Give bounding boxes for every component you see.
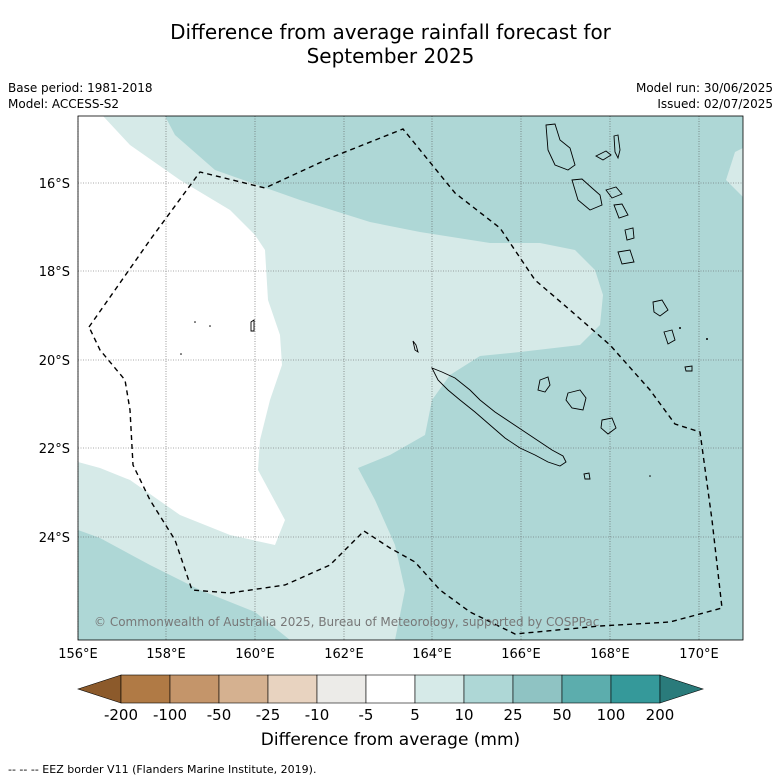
colorbar-label: 25	[503, 706, 522, 724]
map-frame	[77, 115, 744, 641]
colorbar-swatch	[610, 674, 661, 704]
colorbar-swatch	[365, 674, 416, 704]
lon-tick: 156°E	[58, 647, 98, 662]
colorbar-label: -50	[207, 706, 232, 724]
lon-tick: 164°E	[412, 647, 452, 662]
graticule	[77, 116, 743, 640]
colorbar-swatch	[218, 674, 269, 704]
island-epi	[613, 203, 629, 219]
copyright-text: © Commonwealth of Australia 2025, Bureau…	[94, 615, 599, 629]
islet-6	[649, 475, 651, 477]
islet-4	[679, 327, 681, 329]
island-erromango	[617, 249, 635, 265]
island-malekula	[571, 178, 603, 211]
colorbar-label: 10	[454, 706, 473, 724]
island-lifou	[565, 389, 587, 411]
lon-tick: 158°E	[146, 647, 186, 662]
title-line-1: Difference from average rainfall forecas…	[170, 20, 611, 44]
lon-tick: 160°E	[235, 647, 275, 662]
islet-1	[194, 321, 196, 323]
colorbar-title: Difference from average (mm)	[260, 730, 521, 750]
lon-tick: 162°E	[324, 647, 364, 662]
island-belep	[412, 340, 419, 354]
lat-tick: 24°S	[39, 531, 70, 546]
map-panel: © Commonwealth of Australia 2025, Bureau…	[77, 115, 744, 641]
colorbar-swatch	[512, 674, 563, 704]
colorbar-extension-low	[77, 674, 122, 704]
island-tanna	[652, 299, 669, 317]
island-espiritu-santo	[545, 123, 576, 171]
rainfall-zone-neutral	[78, 116, 285, 545]
eez-footnote: -- -- -- EEZ border V11 (Flanders Marine…	[8, 763, 317, 776]
colorbar-label: 5	[410, 706, 420, 724]
island-maewo	[613, 134, 621, 160]
colorbar-label: -25	[256, 706, 281, 724]
colorbar: -200 -100 -50 -25 -10 -5 5 10 25 50 100 200	[77, 674, 704, 724]
lat-tick: 18°S	[39, 265, 70, 280]
rainfall-zone-mid-sw	[78, 530, 290, 640]
colorbar-label: -10	[305, 706, 330, 724]
island-grande-terre	[431, 367, 567, 467]
lon-tick: 170°E	[679, 647, 719, 662]
colorbar-label: -200	[104, 706, 138, 724]
colorbar-swatch	[169, 674, 220, 704]
lon-tick: 166°E	[501, 647, 541, 662]
model-name: Model: ACCESS-S2	[8, 97, 120, 111]
colorbar-swatch	[561, 674, 612, 704]
island-isle-of-pines	[583, 472, 591, 480]
lat-tick: 22°S	[39, 442, 70, 457]
meta-left: Base period: 1981-2018 Model: ACCESS-S2	[8, 80, 153, 112]
lon-ticks: 156°E 158°E 160°E 162°E 164°E 166°E 168°…	[58, 647, 719, 662]
colorbar-label: -5	[359, 706, 374, 724]
colorbar-label: -100	[153, 706, 187, 724]
colorbar-swatch	[414, 674, 465, 704]
colorbar-label: 200	[646, 706, 675, 724]
title-line-2: September 2025	[306, 44, 475, 68]
islet-2	[209, 325, 211, 327]
island-aneityum	[663, 329, 676, 345]
island-ambrym	[605, 186, 623, 199]
colorbar-swatch	[120, 674, 171, 704]
colorbar-swatch	[463, 674, 514, 704]
island-efate	[624, 227, 635, 241]
model-run: Model run: 30/06/2025	[635, 81, 773, 95]
island-ouvea	[537, 376, 551, 393]
base-period: Base period: 1981-2018	[8, 81, 153, 95]
lon-tick: 168°E	[590, 647, 630, 662]
island-chesterfield	[250, 319, 255, 332]
lat-tick: 20°S	[39, 354, 70, 369]
islet-5	[706, 338, 708, 340]
island-futuna	[684, 365, 693, 372]
colorbar-label: 100	[597, 706, 626, 724]
issued-date: Issued: 02/07/2025	[657, 97, 773, 111]
islet-3	[180, 353, 182, 355]
island-mare	[600, 417, 617, 435]
rainfall-zone-light-east	[726, 148, 743, 197]
colorbar-swatch	[316, 674, 367, 704]
colorbar-swatch	[267, 674, 318, 704]
eez-border	[88, 128, 723, 635]
lat-ticks: 16°S 18°S 20°S 22°S 24°S	[39, 177, 70, 546]
lat-tick: 16°S	[39, 177, 70, 192]
colorbar-extension-high	[659, 674, 704, 704]
meta-right: Model run: 30/06/2025 Issued: 02/07/2025	[636, 80, 773, 112]
map-title: Difference from average rainfall forecas…	[0, 20, 781, 68]
island-ambae	[595, 150, 612, 161]
colorbar-label: 50	[552, 706, 571, 724]
